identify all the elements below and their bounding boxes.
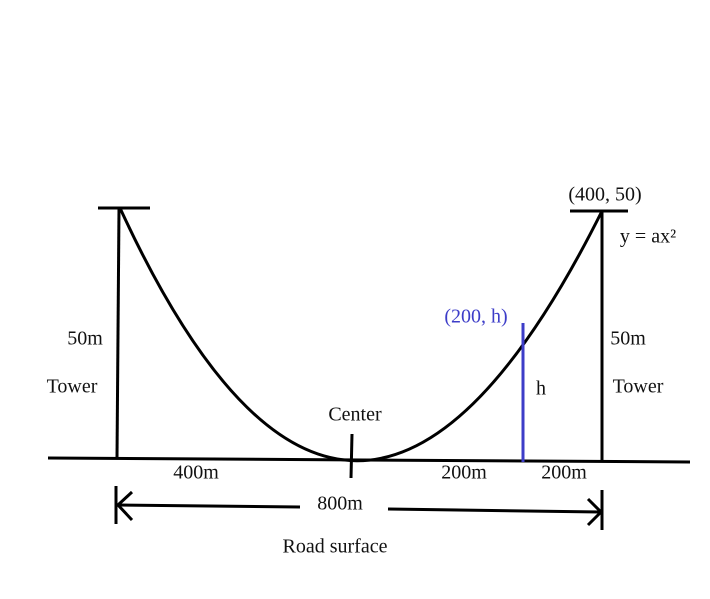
label: Tower	[47, 376, 98, 398]
arrow-left	[115, 490, 134, 522]
label: Tower	[613, 376, 664, 398]
label: Center	[328, 404, 382, 426]
label: 50m	[610, 328, 646, 350]
arrow-right	[586, 497, 604, 527]
label: 200m	[441, 462, 487, 484]
label: (200, h)	[444, 306, 507, 328]
label: 400m	[173, 462, 219, 484]
label: (400, 50)	[568, 184, 641, 206]
left-tower	[115, 207, 121, 459]
cable-parabola	[118, 207, 604, 463]
label: Road surface	[283, 536, 388, 558]
label: 200m	[541, 462, 587, 484]
dim-line-left	[117, 503, 301, 509]
center-tick	[349, 433, 354, 479]
label: y = ax²	[620, 226, 676, 248]
label: 800m	[317, 493, 363, 515]
label: h	[536, 378, 546, 400]
label: 50m	[67, 328, 103, 350]
dim-line-right	[387, 507, 601, 514]
